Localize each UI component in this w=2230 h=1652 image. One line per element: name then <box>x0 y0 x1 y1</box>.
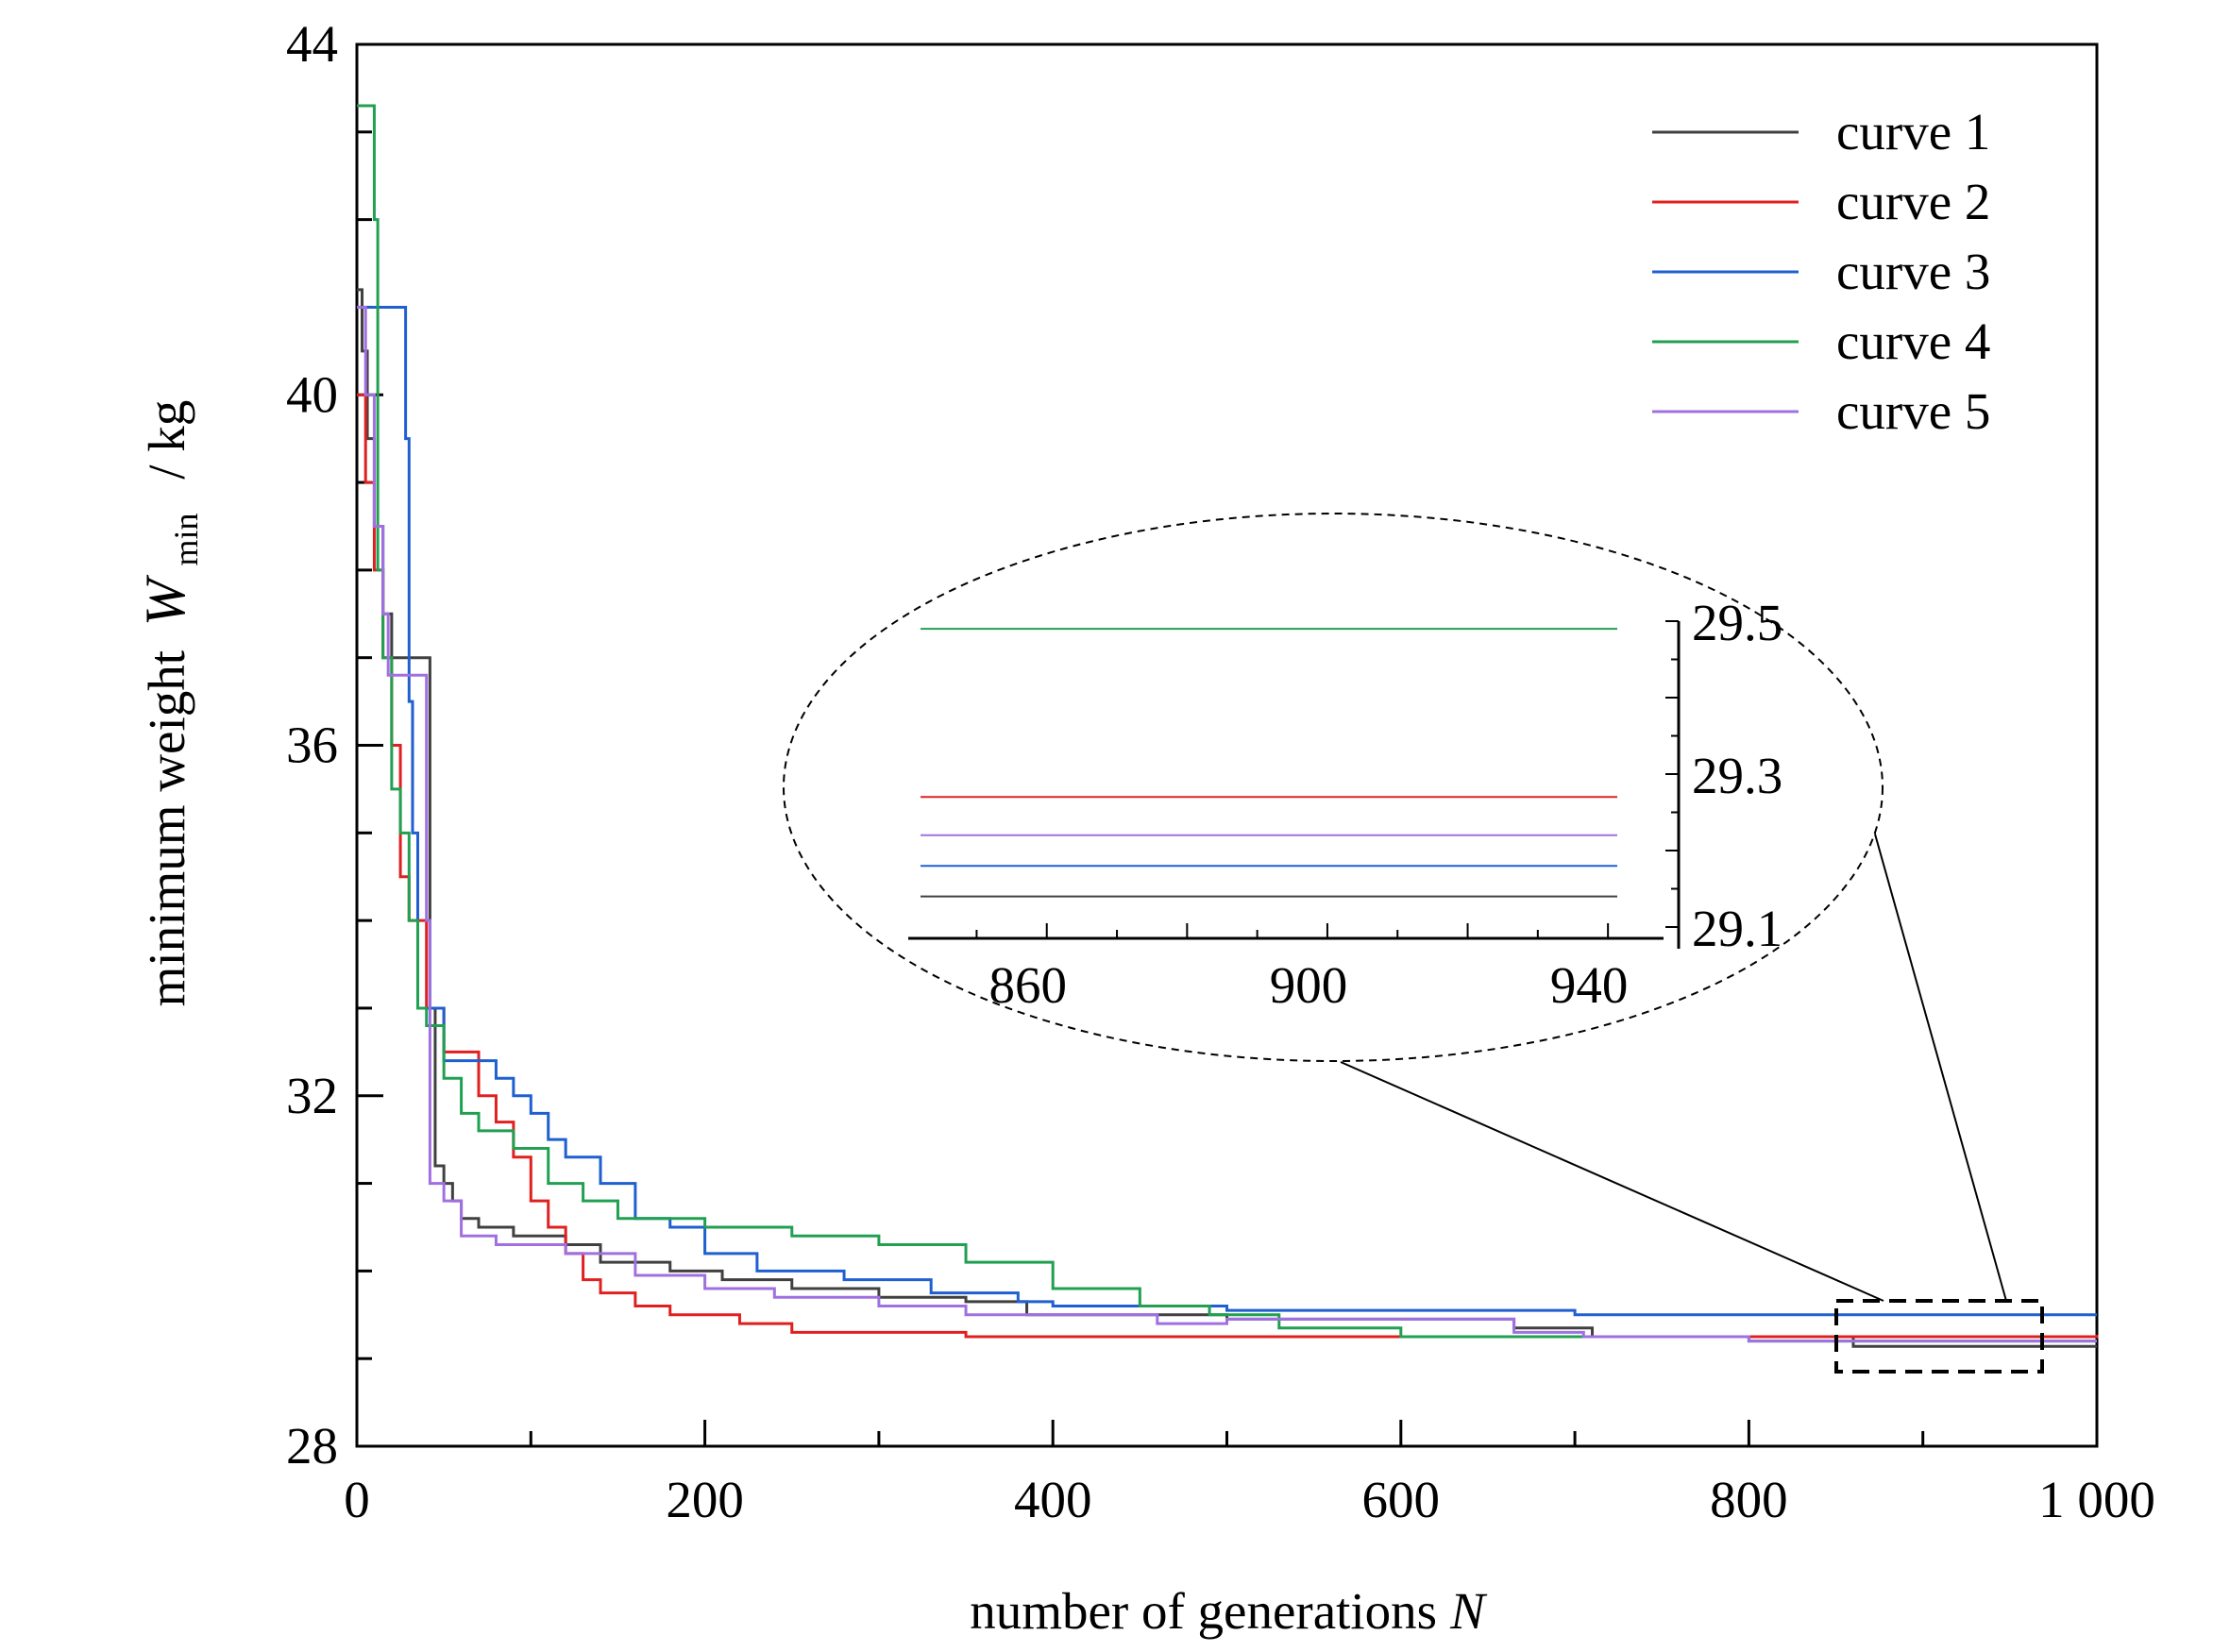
y-axis-subscript: min <box>167 513 205 565</box>
x-tick-label: 200 <box>666 1471 744 1528</box>
y-axis-title-text: minimum weight <box>138 650 195 1006</box>
inset-connector-right <box>1873 830 2007 1302</box>
inset-y-tick-label: 29.5 <box>1692 594 1782 651</box>
inset-x-tick-label: 900 <box>1270 956 1348 1014</box>
inset-connector-left <box>1340 1061 1884 1302</box>
y-tick-label: 40 <box>286 365 338 423</box>
x-tick-label: 400 <box>1014 1471 1092 1528</box>
inset-chart: 860 900 940 29.1 29.3 29.5 <box>908 594 1782 1014</box>
y-tick-label: 36 <box>286 716 338 774</box>
legend-label-curve-2: curve 2 <box>1836 173 1990 230</box>
inset-x-tick-label: 940 <box>1550 956 1629 1014</box>
x-axis-variable: N <box>1449 1582 1488 1640</box>
legend: curve 1 curve 2 curve 3 curve 4 curve 5 <box>1652 103 1990 440</box>
x-axis-title-text: number of generations <box>970 1582 1437 1640</box>
y-axis-unit: / kg <box>138 400 195 480</box>
y-axis-variable: W <box>134 574 196 626</box>
y-axis-title: minimum weight W min / kg <box>134 400 209 1007</box>
inset-y-tick-label: 29.3 <box>1692 747 1782 804</box>
svg-text:minimum weight W m: minimum weight W min / kg <box>134 400 209 1007</box>
legend-label-curve-1: curve 1 <box>1836 103 1990 160</box>
legend-label-curve-3: curve 3 <box>1836 243 1990 300</box>
zoom-region-box <box>1834 1299 2044 1374</box>
inset-x-tick-label: 860 <box>988 956 1067 1014</box>
legend-label-curve-5: curve 5 <box>1836 382 1990 440</box>
y-tick-label: 28 <box>286 1417 338 1475</box>
series-group <box>357 104 2099 1348</box>
x-axis-title: number of generations N <box>970 1582 1488 1640</box>
x-tick-label: 600 <box>1362 1471 1441 1528</box>
series-line-curve-3 <box>357 305 2097 1317</box>
x-tick-label: 0 <box>344 1471 370 1528</box>
series-line-curve-5 <box>357 305 2097 1343</box>
legend-label-curve-4: curve 4 <box>1836 312 1990 370</box>
series-line-curve-4 <box>357 104 2097 1343</box>
axis-tick-labels: 0 200 400 600 800 1 000 28 32 36 40 44 <box>286 15 2155 1528</box>
y-tick-label: 32 <box>286 1067 338 1124</box>
inset-y-tick-label: 29.1 <box>1692 900 1782 957</box>
x-tick-label: 1 000 <box>2038 1471 2155 1528</box>
x-tick-label: 800 <box>1710 1471 1788 1528</box>
y-tick-label: 44 <box>286 15 338 73</box>
